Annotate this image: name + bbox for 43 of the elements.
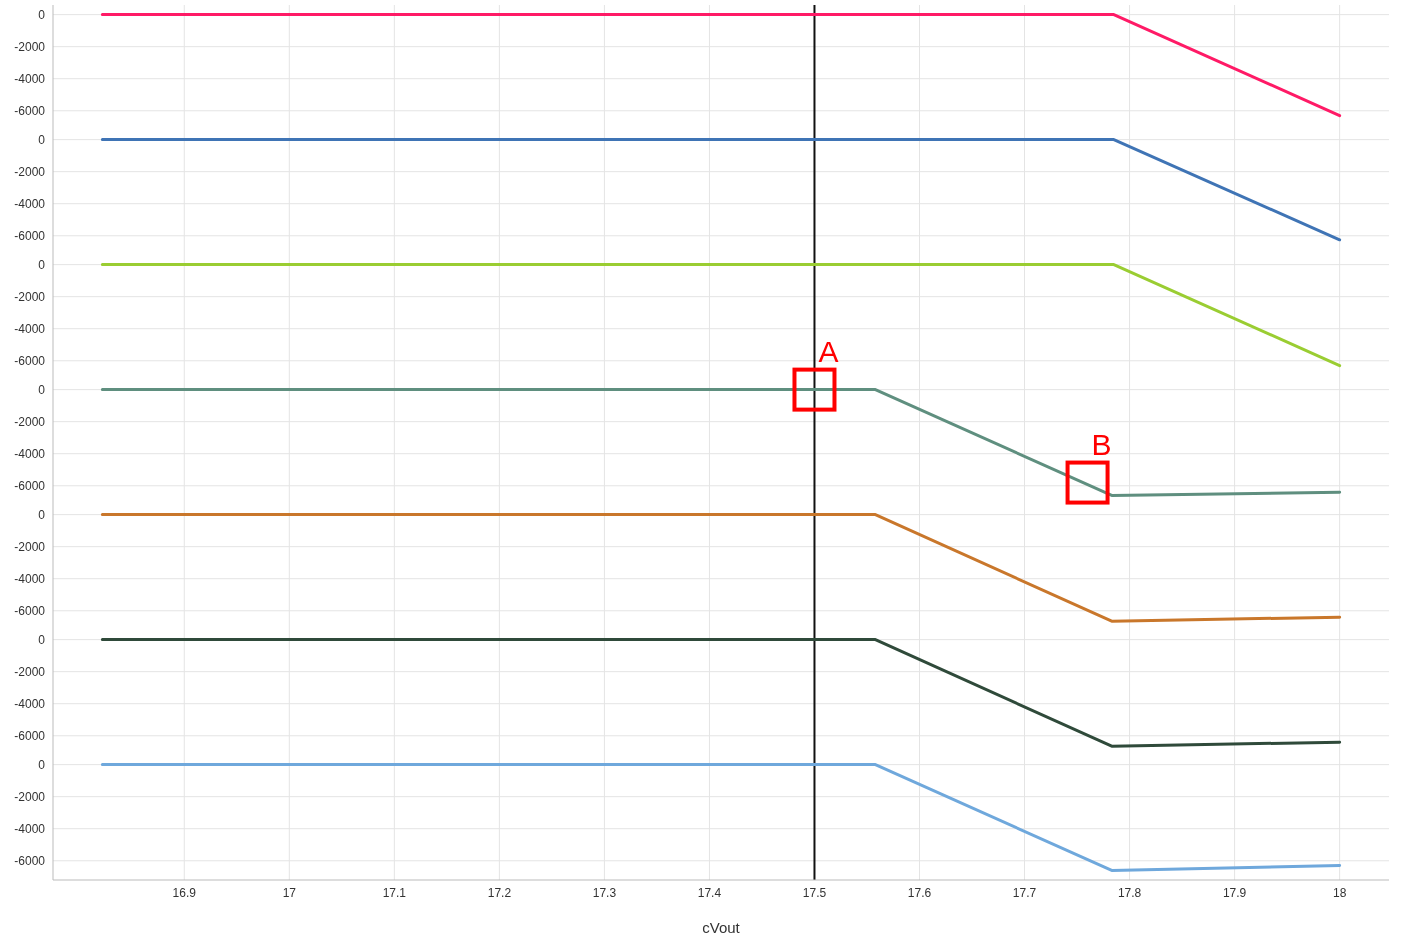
x-tick-label: 17.9 <box>1222 885 1247 900</box>
y-tick-label: -4000 <box>14 71 46 86</box>
y-tick-label: -6000 <box>14 854 46 869</box>
y-tick-label: 0 <box>38 257 46 272</box>
y-tick-label: -4000 <box>14 696 46 711</box>
y-tick-label: -2000 <box>14 539 46 554</box>
y-tick-label: -4000 <box>14 571 46 586</box>
x-tick-label: 18 <box>1332 885 1347 900</box>
y-tick-label: -6000 <box>14 354 46 369</box>
y-tick-label: 0 <box>38 7 46 22</box>
y-tick-label: -6000 <box>14 104 46 119</box>
x-tick-label: 17.3 <box>592 885 617 900</box>
y-tick-label: -2000 <box>14 414 46 429</box>
y-tick-label: -2000 <box>14 289 46 304</box>
y-tick-label: -2000 <box>14 39 46 54</box>
annotation: A <box>818 334 839 368</box>
y-tick-label: -4000 <box>14 446 46 461</box>
y-tick-label: -6000 <box>14 729 46 744</box>
x-tick-label: 17.1 <box>382 885 407 900</box>
y-tick-label: -4000 <box>14 821 46 836</box>
y-tick-label: -2000 <box>14 789 46 804</box>
y-tick-label: 0 <box>38 632 46 647</box>
y-tick-label: -4000 <box>14 196 46 211</box>
x-tick-label: 17.7 <box>1012 885 1037 900</box>
x-tick-label: 16.9 <box>172 885 197 900</box>
x-tick-label: 17.6 <box>907 885 932 900</box>
x-tick-label: 17.4 <box>697 885 722 900</box>
annotation: B <box>1091 427 1112 461</box>
x-axis-title: cVout <box>702 919 741 936</box>
x-tick-label: 17.2 <box>487 885 512 900</box>
y-tick-label: -2000 <box>14 164 46 179</box>
y-tick-label: -2000 <box>14 664 46 679</box>
y-tick-label: 0 <box>38 757 46 772</box>
x-tick-label: 17.8 <box>1117 885 1142 900</box>
y-tick-label: 0 <box>38 507 46 522</box>
x-tick-label: 17 <box>282 885 297 900</box>
x-tick-label: 17.5 <box>802 885 827 900</box>
y-tick-label: -6000 <box>14 479 46 494</box>
y-tick-label: 0 <box>38 132 46 147</box>
y-tick-label: -6000 <box>14 604 46 619</box>
y-tick-label: -6000 <box>14 229 46 244</box>
y-tick-label: 0 <box>38 382 46 397</box>
y-tick-label: -4000 <box>14 321 46 336</box>
